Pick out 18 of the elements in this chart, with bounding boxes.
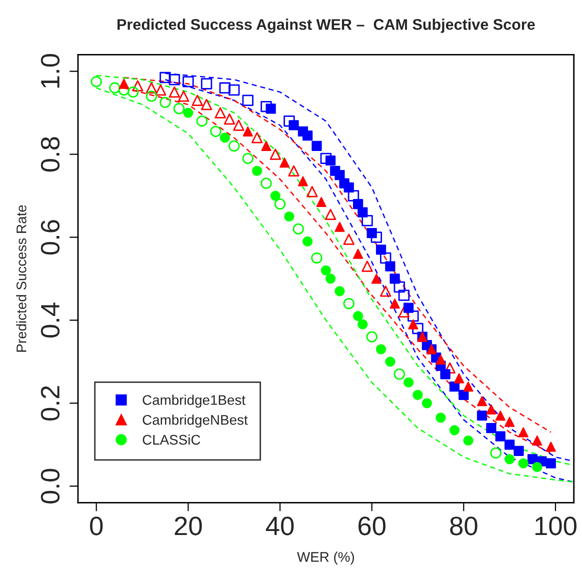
x-tick-label: 80	[450, 516, 478, 536]
legend-label: CambridgeNBest	[142, 414, 248, 428]
y-tick-label: 0.6	[40, 220, 60, 255]
x-tick-label: 0	[90, 516, 103, 536]
x-tick-label: 100	[535, 516, 576, 536]
y-tick-label: 0.2	[40, 386, 60, 420]
x-tick-label: 40	[266, 516, 294, 536]
x-tick-label: 60	[358, 516, 386, 536]
legend-label: Cambridge1Best	[142, 394, 246, 408]
legend-label: CLASSiC	[142, 434, 200, 445]
y-tick-label: 0.0	[40, 468, 60, 504]
chart-title: Predicted Success Against WER – CAM Subjective Score	[118, 18, 535, 33]
y-tick-label: 0.8	[40, 137, 60, 172]
x-tick-label: 20	[174, 516, 202, 536]
y-axis-title: Predicted Success Rate	[16, 205, 26, 352]
y-tick-label: 0.4	[40, 302, 60, 338]
y-tick-label: 1.0	[40, 54, 60, 88]
x-axis-title: WER (%)	[297, 552, 354, 565]
